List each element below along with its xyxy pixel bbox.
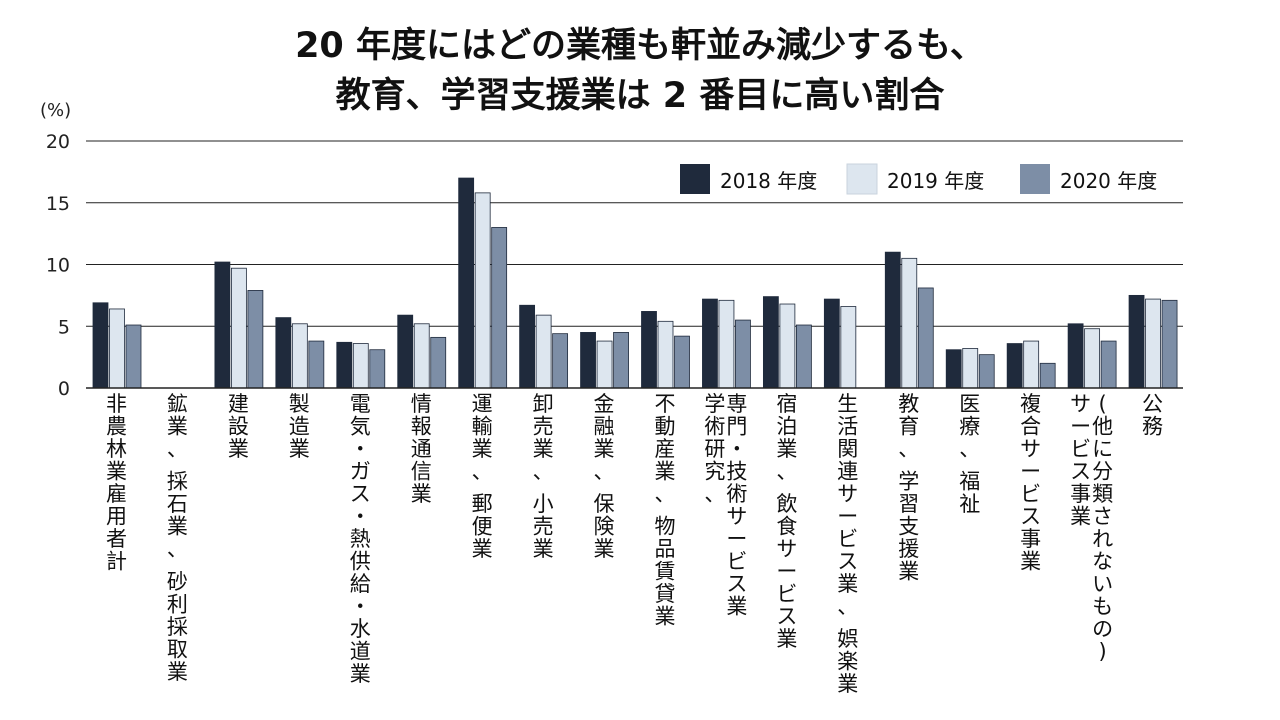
y-tick-label-20: 20 [46,131,70,153]
x-category-label: 非農林業雇用者計 [106,392,127,574]
bar-2018 年度-宿泊業、 飲食サービス業 [762,296,779,389]
legend: 2018 年度 2019 年度 2020 年度 [680,163,1157,195]
bar-2018 年度-建設業 [214,261,231,389]
x-category-label: 生活関連サービス業、娯楽業 [837,392,858,696]
bar-2018 年度-不動産業、 物品賃貸業 [641,311,657,389]
bar-2020 年度-運輸業、 郵便業 [491,227,508,389]
bar-2019 年度-学術研究、 専門・技術サービス業 [718,299,735,389]
bar-2019 年度-不動産業、 物品賃貸業 [657,320,674,389]
bar-2019 年度-複合サービス事業 [1023,340,1040,389]
x-category-label: 学術研究、 [704,392,725,506]
bar-2018 年度-電気・ガス・熱供給・水道業 [336,341,353,389]
y-tick-label-5: 5 [58,316,70,338]
chart-title-line-1: 20 年度にはどの業種も軒並み減少するも、 [295,26,985,66]
bar-2018 年度-情報通信業 [397,314,414,389]
bar-2020 年度-サービス事業 (他に分類されないもの) [1100,340,1117,389]
bar-2018 年度-運輸業、 郵便業 [458,177,475,389]
y-tick-label-0: 0 [58,378,70,400]
bar-2018 年度-医療、 福祉 [945,349,962,389]
bar-2020 年度-公務 [1161,299,1178,389]
bar-2018 年度-複合サービス事業 [1006,343,1023,389]
bar-2019 年度-金融業、 保険業 [596,340,613,389]
bar-2019 年度-製造業 [291,323,308,389]
x-category-label: 情報通信業 [411,392,432,506]
bar-2018 年度-卸売業、 小売業 [519,304,536,389]
legend-label-2018 年度: 2018 年度 [720,169,817,193]
bar-2018 年度-生活関連サービス業、 娯楽業 [823,298,840,389]
x-category-label: サービス事業 [1070,392,1091,529]
x-category-label: 建設業 [228,392,249,461]
bar-2020 年度-教育、 学習支援業 [917,287,934,389]
bar-2019 年度-医療、 福祉 [962,348,979,389]
bar-2020 年度-宿泊業、 飲食サービス業 [795,324,812,389]
x-category-label: 製造業 [289,392,310,461]
bar-2020 年度-複合サービス事業 [1039,362,1056,389]
x-category-label: 医療、福祉 [959,392,980,516]
x-category-label: (他に分類されないもの) [1092,392,1113,664]
bar-2020 年度-非農林業雇用者計 [125,324,142,389]
bar-2018 年度-金融業、 保険業 [580,332,596,389]
chart-title-line-2: 教育、学習支援業は 2 番目に高い割合 [335,76,945,116]
bar-2018 年度-学術研究、 専門・技術サービス業 [702,298,718,389]
bar-2020 年度-医療、 福祉 [978,354,995,389]
bar-2019 年度-卸売業、 小売業 [535,314,552,389]
bar-2020 年度-情報通信業 [430,336,447,389]
y-tick-label-10: 10 [46,255,70,277]
x-category-label: 卸売業、小売業 [533,392,554,561]
bar-2018 年度-教育、 学習支援業 [884,251,901,389]
bars [92,177,1178,389]
bar-2020 年度-電気・ガス・熱供給・水道業 [369,349,386,389]
y-axis-unit-label: (%) [40,100,71,121]
bar-2019 年度-生活関連サービス業、 娯楽業 [840,306,857,389]
legend-label-2019 年度: 2019 年度 [887,169,984,193]
bar-2018 年度-公務 [1128,294,1145,389]
x-category-label: 金融業、保険業 [594,392,615,561]
x-category-label: 電気・ガス・熱供給・水道業 [350,392,371,686]
x-category-label: 宿泊業、飲食サービス業 [776,392,797,651]
y-tick-label-15: 15 [46,193,70,215]
bar-2019 年度-公務 [1145,298,1161,389]
x-category-label: 不動産業、物品賃貸業 [654,392,675,629]
bar-2018 年度-サービス事業 (他に分類されないもの) [1067,323,1084,389]
x-category-label: 複合サービス事業 [1020,392,1041,574]
grid-lines: 0 5 10 15 20 [46,131,1183,400]
x-category-label: 教育、学習支援業 [898,392,919,584]
bar-2020 年度-金融業、 保険業 [613,332,629,389]
bar-2020 年度-卸売業、 小売業 [552,333,569,389]
legend-swatch-2018 年度 [680,164,710,194]
category-labels: 非農林業雇用者計 鉱業、採石業、砂利採取業 建設業 製造業 電気・ガス・熱供給・水道業 情… [106,392,1163,696]
bar-2019 年度-運輸業、 郵便業 [474,192,491,389]
bar-2019 年度-情報通信業 [413,323,430,389]
bar-2019 年度-非農林業雇用者計 [109,308,125,389]
bar-2018 年度-製造業 [275,317,292,389]
legend-swatch-2019 年度 [846,163,878,195]
bar-2019 年度-電気・ガス・熱供給・水道業 [352,343,369,389]
bar-2020 年度-製造業 [308,340,325,389]
bar-2020 年度-建設業 [247,290,264,389]
bar-2020 年度-学術研究、 専門・技術サービス業 [735,319,751,389]
x-category-label: 鉱業、採石業、砂利採取業 [167,392,188,684]
bar-2019 年度-サービス事業 (他に分類されないもの) [1084,328,1101,389]
bar-2020 年度-不動産業、 物品賃貸業 [674,335,690,389]
x-category-label: 運輸業、郵便業 [472,392,493,561]
x-category-label: 公務 [1142,392,1163,439]
x-category-label: 専門・技術サービス業 [726,392,747,619]
bar-2019 年度-建設業 [230,267,247,389]
legend-label-2020 年度: 2020 年度 [1060,169,1157,193]
bar-2018 年度-非農林業雇用者計 [92,302,109,389]
bar-2019 年度-教育、 学習支援業 [901,257,918,389]
legend-swatch-2020 年度 [1020,164,1050,194]
bar-2019 年度-宿泊業、 飲食サービス業 [779,303,796,389]
